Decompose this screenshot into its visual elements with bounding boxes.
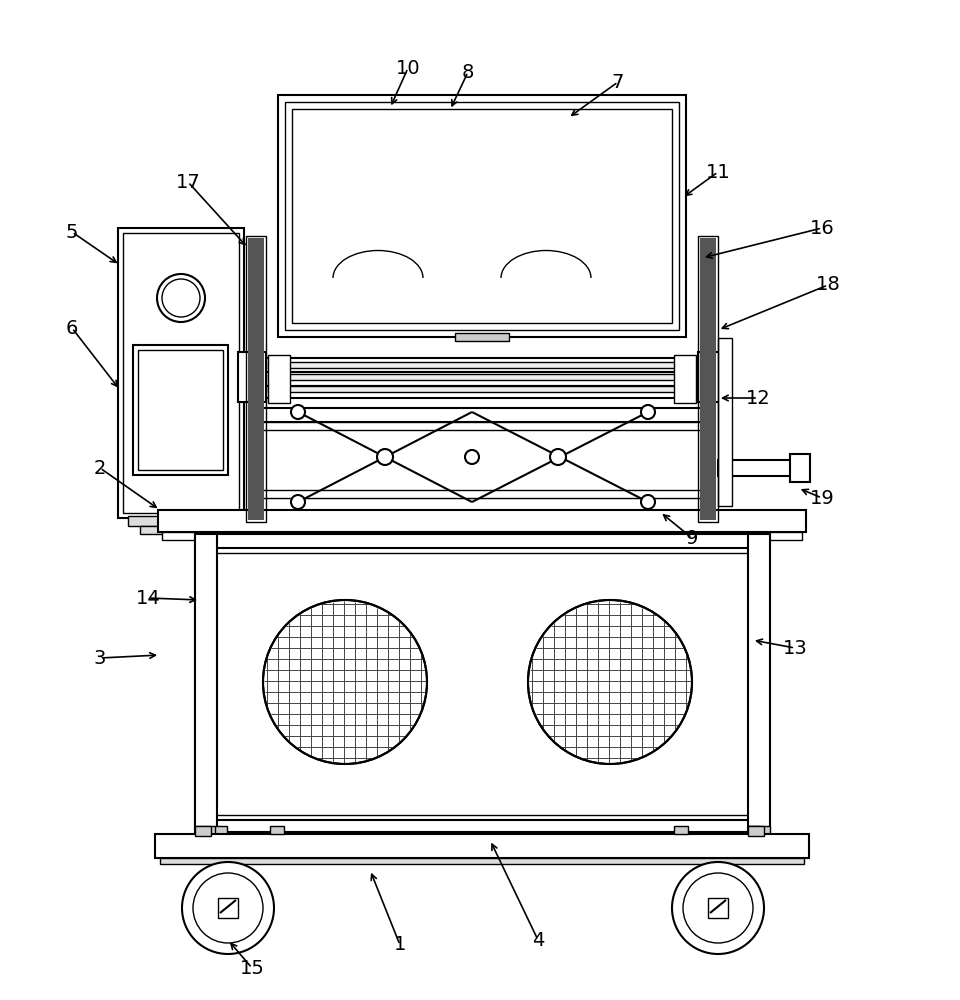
Circle shape [528, 600, 692, 764]
FancyBboxPatch shape [140, 526, 222, 534]
Circle shape [550, 449, 566, 465]
FancyBboxPatch shape [455, 333, 509, 341]
FancyBboxPatch shape [248, 238, 264, 520]
FancyBboxPatch shape [244, 358, 720, 372]
FancyBboxPatch shape [698, 352, 726, 402]
FancyBboxPatch shape [258, 422, 706, 430]
Circle shape [157, 274, 205, 322]
FancyBboxPatch shape [218, 898, 238, 918]
FancyBboxPatch shape [195, 826, 211, 836]
FancyBboxPatch shape [674, 826, 688, 834]
Circle shape [162, 279, 200, 317]
FancyBboxPatch shape [133, 345, 228, 475]
Text: 5: 5 [65, 223, 79, 241]
FancyBboxPatch shape [128, 516, 234, 526]
Text: 7: 7 [612, 73, 624, 92]
FancyBboxPatch shape [162, 532, 802, 540]
FancyBboxPatch shape [208, 548, 756, 820]
FancyBboxPatch shape [138, 350, 223, 470]
Text: 18: 18 [816, 275, 840, 294]
Circle shape [182, 862, 274, 954]
FancyBboxPatch shape [700, 238, 716, 520]
FancyBboxPatch shape [258, 408, 706, 422]
FancyBboxPatch shape [118, 228, 244, 518]
Text: 11: 11 [706, 162, 731, 182]
FancyBboxPatch shape [718, 338, 732, 506]
FancyBboxPatch shape [748, 826, 770, 838]
FancyBboxPatch shape [258, 498, 706, 512]
FancyBboxPatch shape [268, 386, 696, 392]
Circle shape [641, 405, 655, 419]
FancyBboxPatch shape [195, 534, 769, 832]
Text: 19: 19 [809, 488, 834, 508]
Circle shape [683, 873, 753, 943]
Circle shape [465, 450, 479, 464]
FancyBboxPatch shape [278, 95, 686, 337]
Text: 2: 2 [94, 458, 107, 478]
Circle shape [641, 495, 655, 509]
Circle shape [193, 873, 263, 943]
Text: 13: 13 [782, 639, 807, 658]
FancyBboxPatch shape [244, 386, 720, 398]
FancyBboxPatch shape [748, 534, 770, 832]
FancyBboxPatch shape [748, 826, 764, 836]
Text: 16: 16 [809, 219, 834, 237]
FancyBboxPatch shape [708, 898, 728, 918]
FancyBboxPatch shape [790, 454, 810, 482]
FancyBboxPatch shape [268, 362, 696, 368]
FancyBboxPatch shape [748, 826, 760, 836]
FancyBboxPatch shape [674, 355, 696, 403]
Text: 8: 8 [462, 62, 474, 82]
Text: 3: 3 [94, 648, 107, 668]
Text: 10: 10 [396, 58, 420, 78]
FancyBboxPatch shape [155, 834, 809, 858]
Text: 17: 17 [176, 172, 201, 192]
FancyBboxPatch shape [270, 826, 284, 834]
FancyBboxPatch shape [215, 826, 227, 836]
FancyBboxPatch shape [160, 858, 804, 864]
FancyBboxPatch shape [213, 553, 751, 815]
FancyBboxPatch shape [238, 352, 266, 402]
FancyBboxPatch shape [292, 109, 672, 323]
FancyBboxPatch shape [718, 460, 793, 476]
Text: 12: 12 [746, 388, 770, 408]
FancyBboxPatch shape [195, 826, 217, 838]
Circle shape [672, 862, 764, 954]
FancyBboxPatch shape [285, 102, 679, 330]
Circle shape [377, 449, 393, 465]
FancyBboxPatch shape [268, 355, 290, 403]
Text: 1: 1 [394, 936, 406, 954]
Circle shape [263, 600, 427, 764]
Text: 14: 14 [135, 588, 160, 607]
Text: 6: 6 [66, 318, 78, 338]
Text: 4: 4 [532, 930, 544, 950]
FancyBboxPatch shape [258, 490, 706, 498]
FancyBboxPatch shape [123, 233, 239, 513]
FancyBboxPatch shape [268, 374, 696, 380]
FancyBboxPatch shape [195, 534, 217, 832]
FancyBboxPatch shape [244, 372, 720, 386]
Circle shape [291, 405, 305, 419]
Text: 9: 9 [685, 528, 698, 548]
Text: 15: 15 [240, 958, 264, 978]
FancyBboxPatch shape [158, 510, 806, 532]
Circle shape [291, 495, 305, 509]
